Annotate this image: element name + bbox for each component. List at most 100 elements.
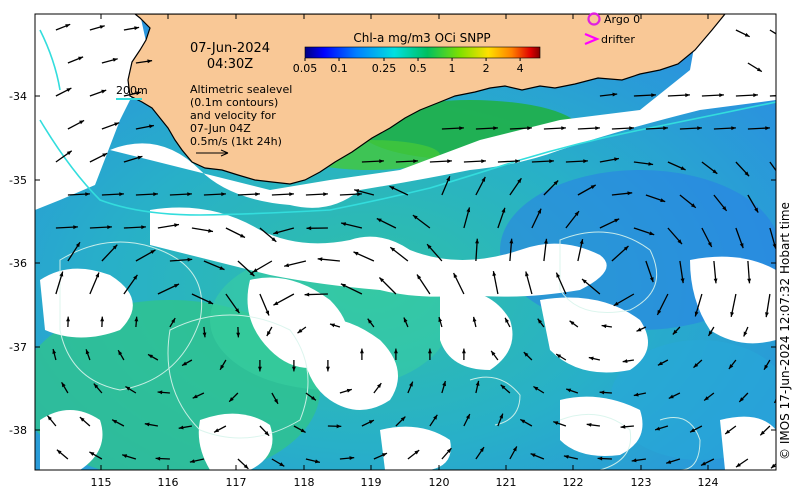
- velocity-arrowhead: [728, 364, 734, 369]
- velocity-arrowhead: [708, 330, 713, 336]
- velocity-arrowhead: [736, 462, 741, 468]
- y-tick-label: -36: [9, 257, 27, 270]
- velocity-arrowhead: [553, 180, 559, 186]
- velocity-arrowhead: [412, 215, 418, 220]
- velocity-arrowhead: [47, 415, 52, 421]
- shelf-contour-west: [39, 29, 61, 91]
- velocity-arrowhead: [264, 431, 270, 436]
- velocity-arrowhead: [629, 126, 634, 131]
- velocity-arrowhead: [657, 309, 662, 315]
- velocity-arrowhead: [553, 421, 559, 425]
- velocity-arrowhead: [475, 238, 479, 244]
- velocity-arrowhead: [569, 320, 575, 326]
- velocity-arrowhead: [289, 192, 294, 197]
- velocity-arrowhead: [382, 453, 387, 457]
- velocity-arrowhead: [390, 247, 396, 252]
- velocity-arrowhead: [400, 416, 406, 422]
- velocity-arrowhead: [475, 380, 480, 386]
- velocity-arrowhead: [79, 120, 85, 125]
- velocity-arrowhead: [219, 266, 225, 270]
- velocity-arrowhead: [693, 363, 699, 368]
- velocity-arrowhead: [744, 171, 750, 177]
- velocity-arrowhead: [273, 230, 279, 235]
- velocity-arrowhead: [453, 273, 458, 278]
- velocity-arrowhead: [704, 396, 709, 401]
- velocity-arrowhead: [537, 318, 542, 324]
- velocity-arrowhead: [446, 176, 450, 182]
- velocity-arrowhead: [229, 397, 234, 402]
- legend-note-4: 07-Jun 04Z: [190, 122, 251, 135]
- colorbar-ramp: [304, 46, 541, 59]
- velocity-arrowhead: [530, 453, 536, 458]
- velocity-arrowhead: [574, 211, 579, 216]
- velocity-arrowhead: [701, 461, 706, 466]
- velocity-vectors: [46, 23, 800, 470]
- cloud-mask: [35, 14, 776, 470]
- drifter-legend-label: drifter: [601, 33, 635, 46]
- x-tick-label: 115: [91, 476, 112, 489]
- velocity-arrowhead: [523, 352, 529, 357]
- velocity-arrowhead: [649, 231, 655, 236]
- velocity-arrowhead: [66, 316, 70, 322]
- velocity-arrowhead: [512, 446, 517, 452]
- velocity-arrowhead: [663, 126, 668, 131]
- argo-legend-label: Argo 0: [604, 13, 640, 26]
- velocity-arrowhead: [118, 350, 123, 356]
- y-tick-label: -35: [9, 174, 27, 187]
- velocity-arrowhead: [413, 159, 418, 164]
- velocity-arrowhead: [481, 159, 486, 164]
- velocity-arrowhead: [187, 192, 192, 197]
- imos-credit-text: © IMOS 17-Jun-2024 12:07:32 Hobart time: [778, 202, 792, 460]
- velocity-arrowhead: [379, 277, 384, 283]
- velocity-arrowhead: [360, 348, 364, 354]
- velocity-arrowhead: [317, 257, 323, 262]
- velocity-arrowhead: [760, 430, 765, 436]
- x-axis-ticks: 115 116 117 118 119 120 121 122 123 124: [91, 14, 719, 489]
- velocity-arrowhead: [137, 155, 143, 160]
- velocity-arrowhead: [447, 159, 452, 164]
- velocity-arrowhead: [462, 348, 466, 354]
- velocity-arrowhead: [739, 243, 744, 249]
- x-tick-label: 116: [158, 476, 179, 489]
- velocity-arrowhead: [428, 348, 432, 354]
- velocity-arrowhead: [517, 178, 522, 184]
- velocity-arrowhead: [95, 272, 99, 278]
- velocity-arrowhead: [326, 366, 330, 372]
- drifter-marker-icon: [584, 32, 600, 46]
- velocity-arrowhead: [336, 424, 342, 429]
- velocity-arrowhead: [764, 364, 769, 370]
- velocity-arrowhead: [556, 272, 561, 278]
- velocity-arrowhead: [66, 150, 72, 156]
- velocity-arrowhead: [492, 271, 497, 276]
- velocity-arrowhead: [417, 274, 422, 280]
- x-tick-label: 118: [294, 476, 315, 489]
- velocity-arrowhead: [722, 206, 727, 211]
- velocity-arrowhead: [100, 316, 105, 322]
- velocity-arrowhead: [648, 162, 654, 166]
- velocity-arrow: [782, 128, 800, 129]
- velocity-arrowhead: [125, 386, 131, 391]
- velocity-arrowhead: [588, 356, 594, 361]
- colorbar-tick-label: 2: [483, 62, 490, 75]
- velocity-arrowhead: [134, 26, 140, 31]
- velocity-arrowhead: [668, 394, 674, 399]
- velocity-arrowhead: [153, 192, 158, 197]
- velocity-arrowhead: [479, 447, 484, 452]
- velocity-arrowhead: [394, 348, 398, 354]
- velocity-arrowhead: [491, 350, 496, 356]
- velocity-arrowhead: [657, 361, 663, 366]
- x-tick-label: 122: [563, 476, 584, 489]
- velocity-arrowhead: [376, 218, 382, 223]
- velocity-arrowhead: [311, 396, 316, 401]
- velocity-arrowhead: [730, 312, 734, 317]
- velocity-arrowhead: [614, 157, 619, 162]
- velocity-arrowhead: [579, 239, 584, 244]
- velocity-arrowhead: [623, 246, 629, 251]
- velocity-arrowhead: [220, 364, 225, 370]
- velocity-arrowhead: [414, 450, 420, 455]
- velocity-arrowhead: [533, 386, 539, 391]
- velocity-arrowhead: [107, 225, 112, 230]
- velocity-arrowhead: [466, 414, 470, 419]
- velocity-arrowhead: [597, 456, 603, 461]
- contour-200m-label: 200m: [116, 84, 148, 97]
